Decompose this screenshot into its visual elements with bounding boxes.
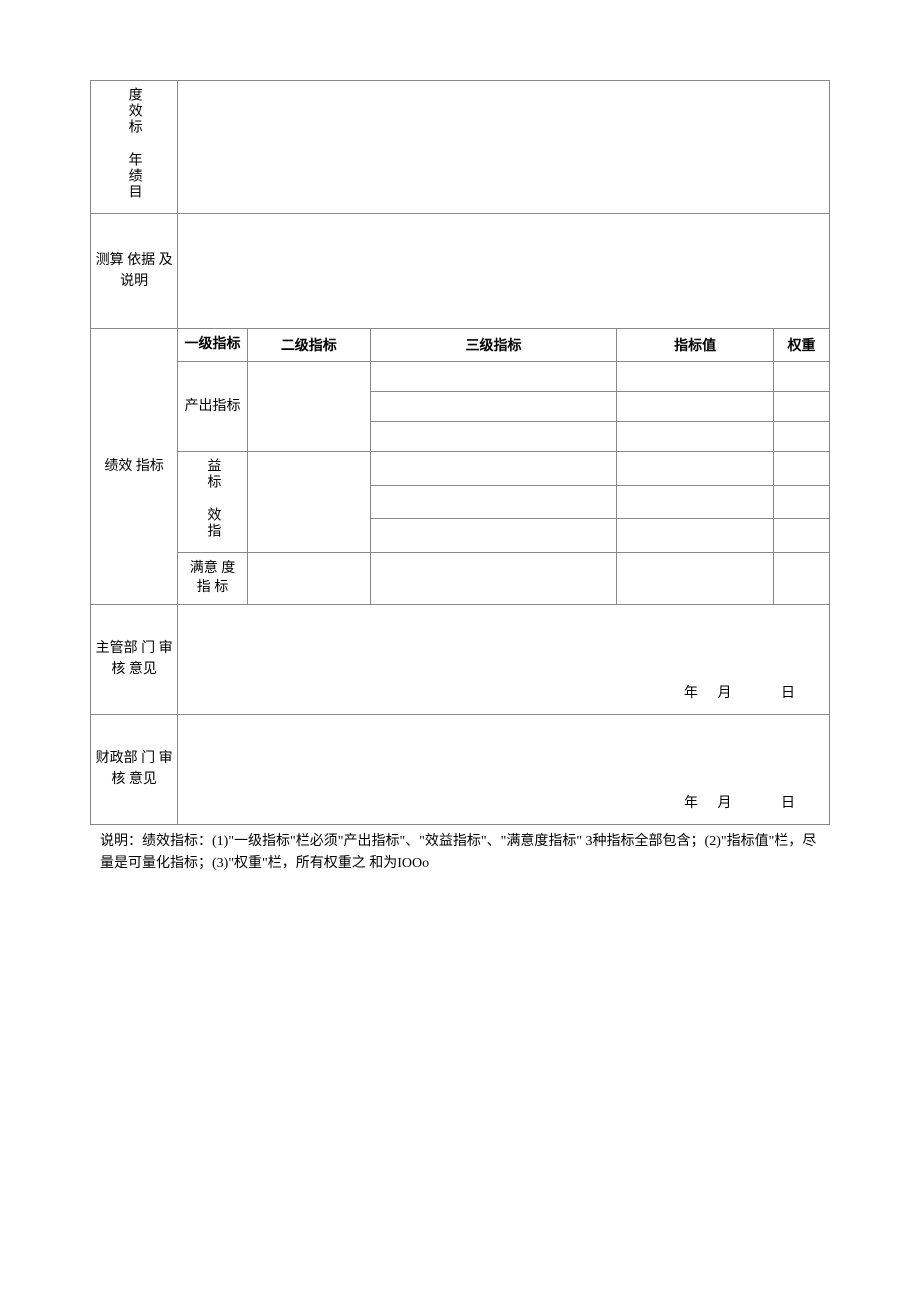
output-wt-1: [773, 362, 829, 392]
output-wt-3: [773, 422, 829, 452]
dept-day: 日: [781, 686, 795, 701]
header-level3: 三级指标: [370, 329, 616, 362]
benefit-l3-2: [370, 485, 616, 519]
annual-goal-label: 度效标 年绩目: [91, 81, 178, 214]
dept-date-line: 年 月 日: [182, 612, 825, 706]
finance-month: 月: [718, 796, 740, 811]
benefit-text: 益标 效指: [203, 458, 223, 539]
performance-table: 度效标 年绩目 测算 依据 及说明 绩效 指标 一级指标 二级指标 三级指标 指…: [90, 80, 830, 825]
benefit-wt-3: [773, 519, 829, 553]
satisfaction-label: 满意 度 指 标: [178, 552, 247, 604]
dept-review-cell: 年 月 日: [178, 604, 830, 714]
annual-goal-cell: [178, 81, 830, 214]
header-level1: 一级指标: [178, 329, 247, 362]
finance-year: 年: [684, 796, 706, 811]
output-label: 产出指标: [178, 362, 247, 452]
perf-indicator-label: 绩效 指标: [91, 329, 178, 605]
dept-year: 年: [684, 686, 706, 701]
annual-goal-text: 度效标 年绩目: [124, 87, 145, 200]
header-level2: 二级指标: [247, 329, 370, 362]
benefit-val-2: [617, 485, 774, 519]
calc-basis-cell: [178, 214, 830, 329]
satisfaction-val: [617, 552, 774, 604]
finance-review-cell: 年 月 日: [178, 714, 830, 824]
header-value: 指标值: [617, 329, 774, 362]
calc-basis-label: 测算 依据 及说明: [91, 214, 178, 329]
output-l3-1: [370, 362, 616, 392]
benefit-l2: [247, 452, 370, 553]
output-val-2: [617, 392, 774, 422]
benefit-val-3: [617, 519, 774, 553]
finance-date-line: 年 月 日: [182, 722, 825, 816]
footer-note: 说明：绩效指标：(1)"一级指标"栏必须"产出指标"、"效益指标"、"满意度指标…: [90, 831, 830, 876]
finance-review-label: 财政部 门 审核 意见: [91, 714, 178, 824]
benefit-wt-1: [773, 452, 829, 486]
satisfaction-l3: [370, 552, 616, 604]
benefit-l3-3: [370, 519, 616, 553]
satisfaction-l2: [247, 552, 370, 604]
output-l3-2: [370, 392, 616, 422]
finance-day: 日: [781, 796, 795, 811]
header-weight: 权重: [773, 329, 829, 362]
output-l3-3: [370, 422, 616, 452]
satisfaction-wt: [773, 552, 829, 604]
output-wt-2: [773, 392, 829, 422]
benefit-l3-1: [370, 452, 616, 486]
dept-month: 月: [718, 686, 740, 701]
benefit-label: 益标 效指: [178, 452, 247, 553]
benefit-val-1: [617, 452, 774, 486]
benefit-wt-2: [773, 485, 829, 519]
dept-review-label: 主管部 门 审核 意见: [91, 604, 178, 714]
output-val-3: [617, 422, 774, 452]
output-l2: [247, 362, 370, 452]
output-val-1: [617, 362, 774, 392]
